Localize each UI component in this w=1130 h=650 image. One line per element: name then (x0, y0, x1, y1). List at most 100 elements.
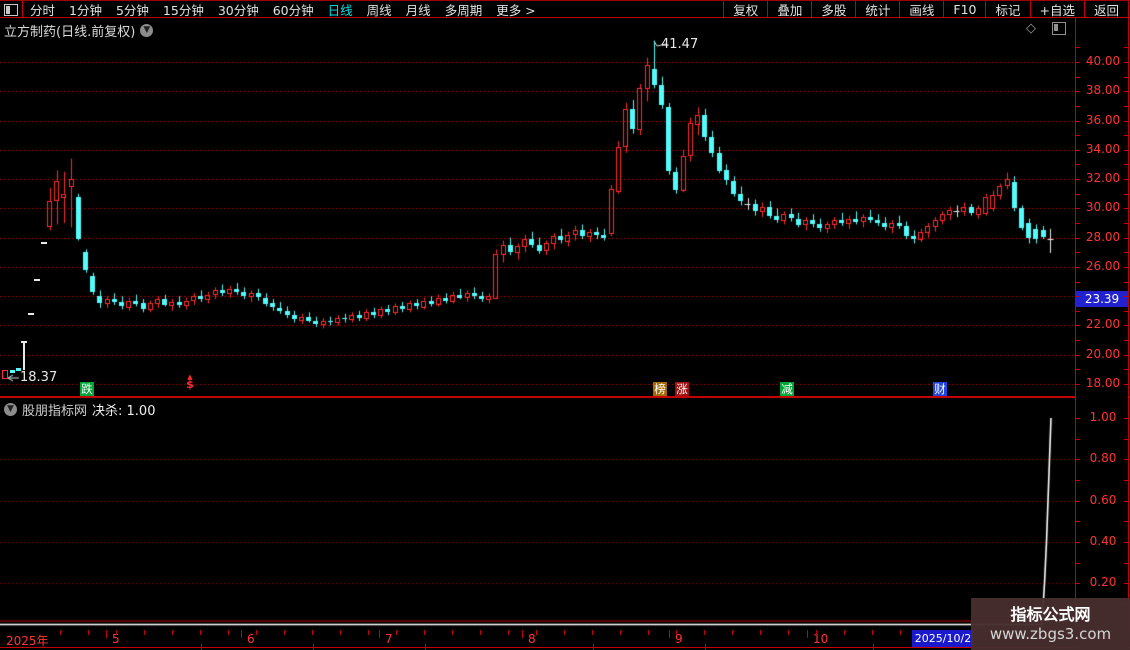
timeline-month-label[interactable]: 6 (247, 632, 255, 646)
period-tab[interactable]: 30分钟 (217, 3, 259, 18)
axis-tick (1076, 369, 1080, 371)
period-tab[interactable]: 日线 (327, 3, 353, 18)
watermark: 指标公式网 www.zbgs3.com (971, 598, 1130, 650)
chart-fragment (21, 341, 27, 343)
timeline-date-tag: 2025/10/2 (912, 630, 974, 647)
axis-tick (1076, 76, 1080, 78)
timeline-month-label[interactable]: 10 (813, 632, 829, 646)
axis-tick (1076, 149, 1080, 151)
timeline-tick (648, 630, 649, 635)
toolbar-item[interactable]: 叠加 (767, 1, 811, 18)
timeline-substub (201, 644, 202, 650)
event-badge[interactable]: 减 (780, 382, 794, 396)
indicator-canvas[interactable] (0, 398, 1075, 630)
period-tab[interactable]: 15分钟 (162, 3, 204, 18)
period-tab[interactable]: 5分钟 (115, 3, 149, 18)
period-tab[interactable]: 多周期 (444, 3, 483, 18)
axis-tick (1124, 222, 1128, 224)
toolbar-item[interactable]: 画线 (899, 1, 943, 18)
toolbar-item[interactable]: 返回 (1083, 1, 1129, 18)
timeline-tick (172, 630, 173, 635)
toolbar-item[interactable]: 标记 (985, 1, 1029, 18)
axis-tick (1076, 193, 1080, 195)
split-screen-icon[interactable] (0, 1, 23, 18)
toolbar-item[interactable]: F10 (943, 1, 985, 18)
timeline-month-label[interactable]: 8 (528, 632, 536, 646)
axis-tick (1076, 208, 1080, 210)
period-tab[interactable]: 月线 (405, 3, 431, 18)
axis-tick (1124, 76, 1128, 78)
axis-tick (1076, 310, 1080, 312)
period-tab[interactable]: 更多 > (496, 3, 536, 18)
axis-tick (1076, 135, 1080, 137)
timeline-tick (144, 630, 145, 635)
event-badge[interactable]: 财 (933, 382, 947, 396)
timeline-tick (592, 630, 593, 635)
timeline-month-label[interactable]: 5 (112, 632, 120, 646)
axis-tick (1076, 583, 1080, 585)
axis-tick (1124, 383, 1128, 385)
axis-tick (1076, 562, 1080, 564)
axis-tick (1076, 340, 1080, 342)
axis-tick (1124, 105, 1128, 107)
candlestick-canvas[interactable] (0, 18, 1075, 397)
axis-tick (1124, 164, 1128, 166)
split-screen-icon[interactable] (1052, 22, 1066, 35)
timeline-substub (593, 644, 594, 650)
event-badge[interactable]: 跌 (80, 382, 94, 396)
chart-fragment (28, 313, 34, 315)
chevron-down-icon[interactable]: ▼ (140, 24, 154, 37)
period-tab[interactable]: 分时 (30, 3, 56, 18)
axis-tick (1076, 383, 1080, 385)
chart-fragment (41, 242, 47, 244)
period-tab[interactable]: 周线 (366, 3, 392, 18)
toolbar-item[interactable]: 统计 (855, 1, 899, 18)
axis-tick (1124, 237, 1128, 239)
period-tab[interactable]: 1分钟 (69, 3, 102, 18)
axis-tick (1076, 105, 1080, 107)
chart-fragment (34, 279, 40, 281)
axis-tick (1124, 310, 1128, 312)
timeline-month-label[interactable]: 9 (675, 632, 683, 646)
event-badge[interactable]: 榜 (653, 382, 667, 396)
timeline-substub (873, 644, 874, 650)
price-axis-label: 30.00 (1085, 200, 1121, 215)
period-menu: 分时 1分钟 5分钟 15分钟 30分钟 60分钟 日线 周线 月线 多周期 更多 > (30, 1, 536, 18)
toolbar-item[interactable]: 复权 (723, 1, 767, 18)
axis-tick (1076, 479, 1080, 481)
diamond-icon[interactable]: ◇ (1026, 21, 1036, 36)
event-badge[interactable]: 涨 (675, 382, 689, 396)
axis-tick (1124, 135, 1128, 137)
axis-tick (1124, 208, 1128, 210)
price-axis-label: 26.00 (1085, 258, 1121, 273)
price-axis-label: 32.00 (1085, 171, 1121, 186)
axis-tick (1076, 296, 1080, 298)
axis-tick (1124, 266, 1128, 268)
axis-tick (1124, 296, 1128, 298)
timeline-tick (704, 630, 705, 635)
toolbar-item[interactable]: 多股 (811, 1, 855, 18)
peak-price-annotation: 41.47 (661, 37, 699, 52)
toolbar-menu: 复权 叠加 多股 统计 画线 F10 标记 +自选 返回 (723, 1, 1129, 18)
timeline-tick (900, 630, 901, 635)
indicator-axis-label: 0.40 (1089, 533, 1117, 548)
timeline-tick (396, 630, 397, 635)
timeline-axis[interactable]: 2025年 2025/10/2 5 6 7 8 9 10 (0, 630, 1130, 648)
timeline-tick (732, 630, 733, 635)
period-tab[interactable]: 60分钟 (272, 3, 314, 18)
toolbar-item[interactable]: +自选 (1029, 1, 1084, 18)
axis-tick (1124, 281, 1128, 283)
axis-tick (1124, 340, 1128, 342)
indicator-value-label: 决杀: 1.00 (92, 404, 156, 419)
timeline-month-label[interactable]: 7 (385, 632, 393, 646)
timeline-tick (480, 630, 481, 635)
price-axis-label: 40.00 (1085, 54, 1121, 68)
low-price-annotation: 18.37 (20, 370, 58, 385)
timeline-month-tick (669, 630, 670, 638)
axis-tick (1076, 541, 1080, 543)
indicator-axis-label: 0.80 (1089, 451, 1117, 466)
axis-tick (1124, 369, 1128, 371)
chevron-down-icon[interactable]: ▼ (4, 403, 17, 416)
timeline-month-tick (379, 630, 380, 638)
axis-tick (1124, 562, 1128, 564)
